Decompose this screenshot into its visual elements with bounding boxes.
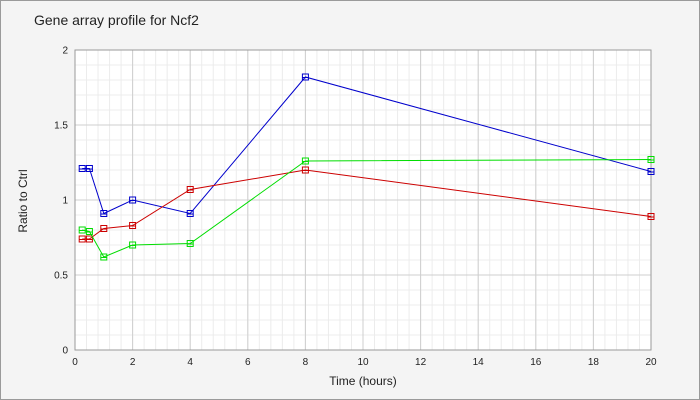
y-tick-labels: 0 0.5 1 1.5 2 <box>54 46 68 357</box>
y-tick-label: 0 <box>62 346 68 357</box>
x-tick-label: 0 <box>72 357 78 368</box>
y-tick-label: 1 <box>62 196 68 207</box>
x-tick-label: 18 <box>588 357 600 368</box>
x-axis-label: Time (hours) <box>329 374 397 388</box>
x-tick-label: 10 <box>357 357 369 368</box>
chart-title: Gene array profile for Ncf2 <box>34 12 199 28</box>
x-tick-label: 12 <box>415 357 427 368</box>
x-tick-label: 4 <box>187 357 193 368</box>
y-tick-label: 0.5 <box>54 271 68 282</box>
x-tick-label: 14 <box>473 357 485 368</box>
series-1 <box>78 73 655 217</box>
plot-area-border <box>74 49 652 351</box>
x-tick-label: 2 <box>130 357 136 368</box>
y-tick-label: 1.5 <box>54 121 68 132</box>
y-tick-label: 2 <box>62 46 68 57</box>
x-tick-label: 8 <box>303 357 309 368</box>
x-tick-label: 16 <box>530 357 542 368</box>
x-tick-label: 6 <box>245 357 251 368</box>
series-2 <box>78 166 655 243</box>
series-3 <box>78 156 655 261</box>
series-layer <box>78 73 655 261</box>
x-tick-label: 20 <box>645 357 657 368</box>
x-tick-labels: 0 2 4 6 8 10 12 14 16 18 20 <box>72 357 657 368</box>
